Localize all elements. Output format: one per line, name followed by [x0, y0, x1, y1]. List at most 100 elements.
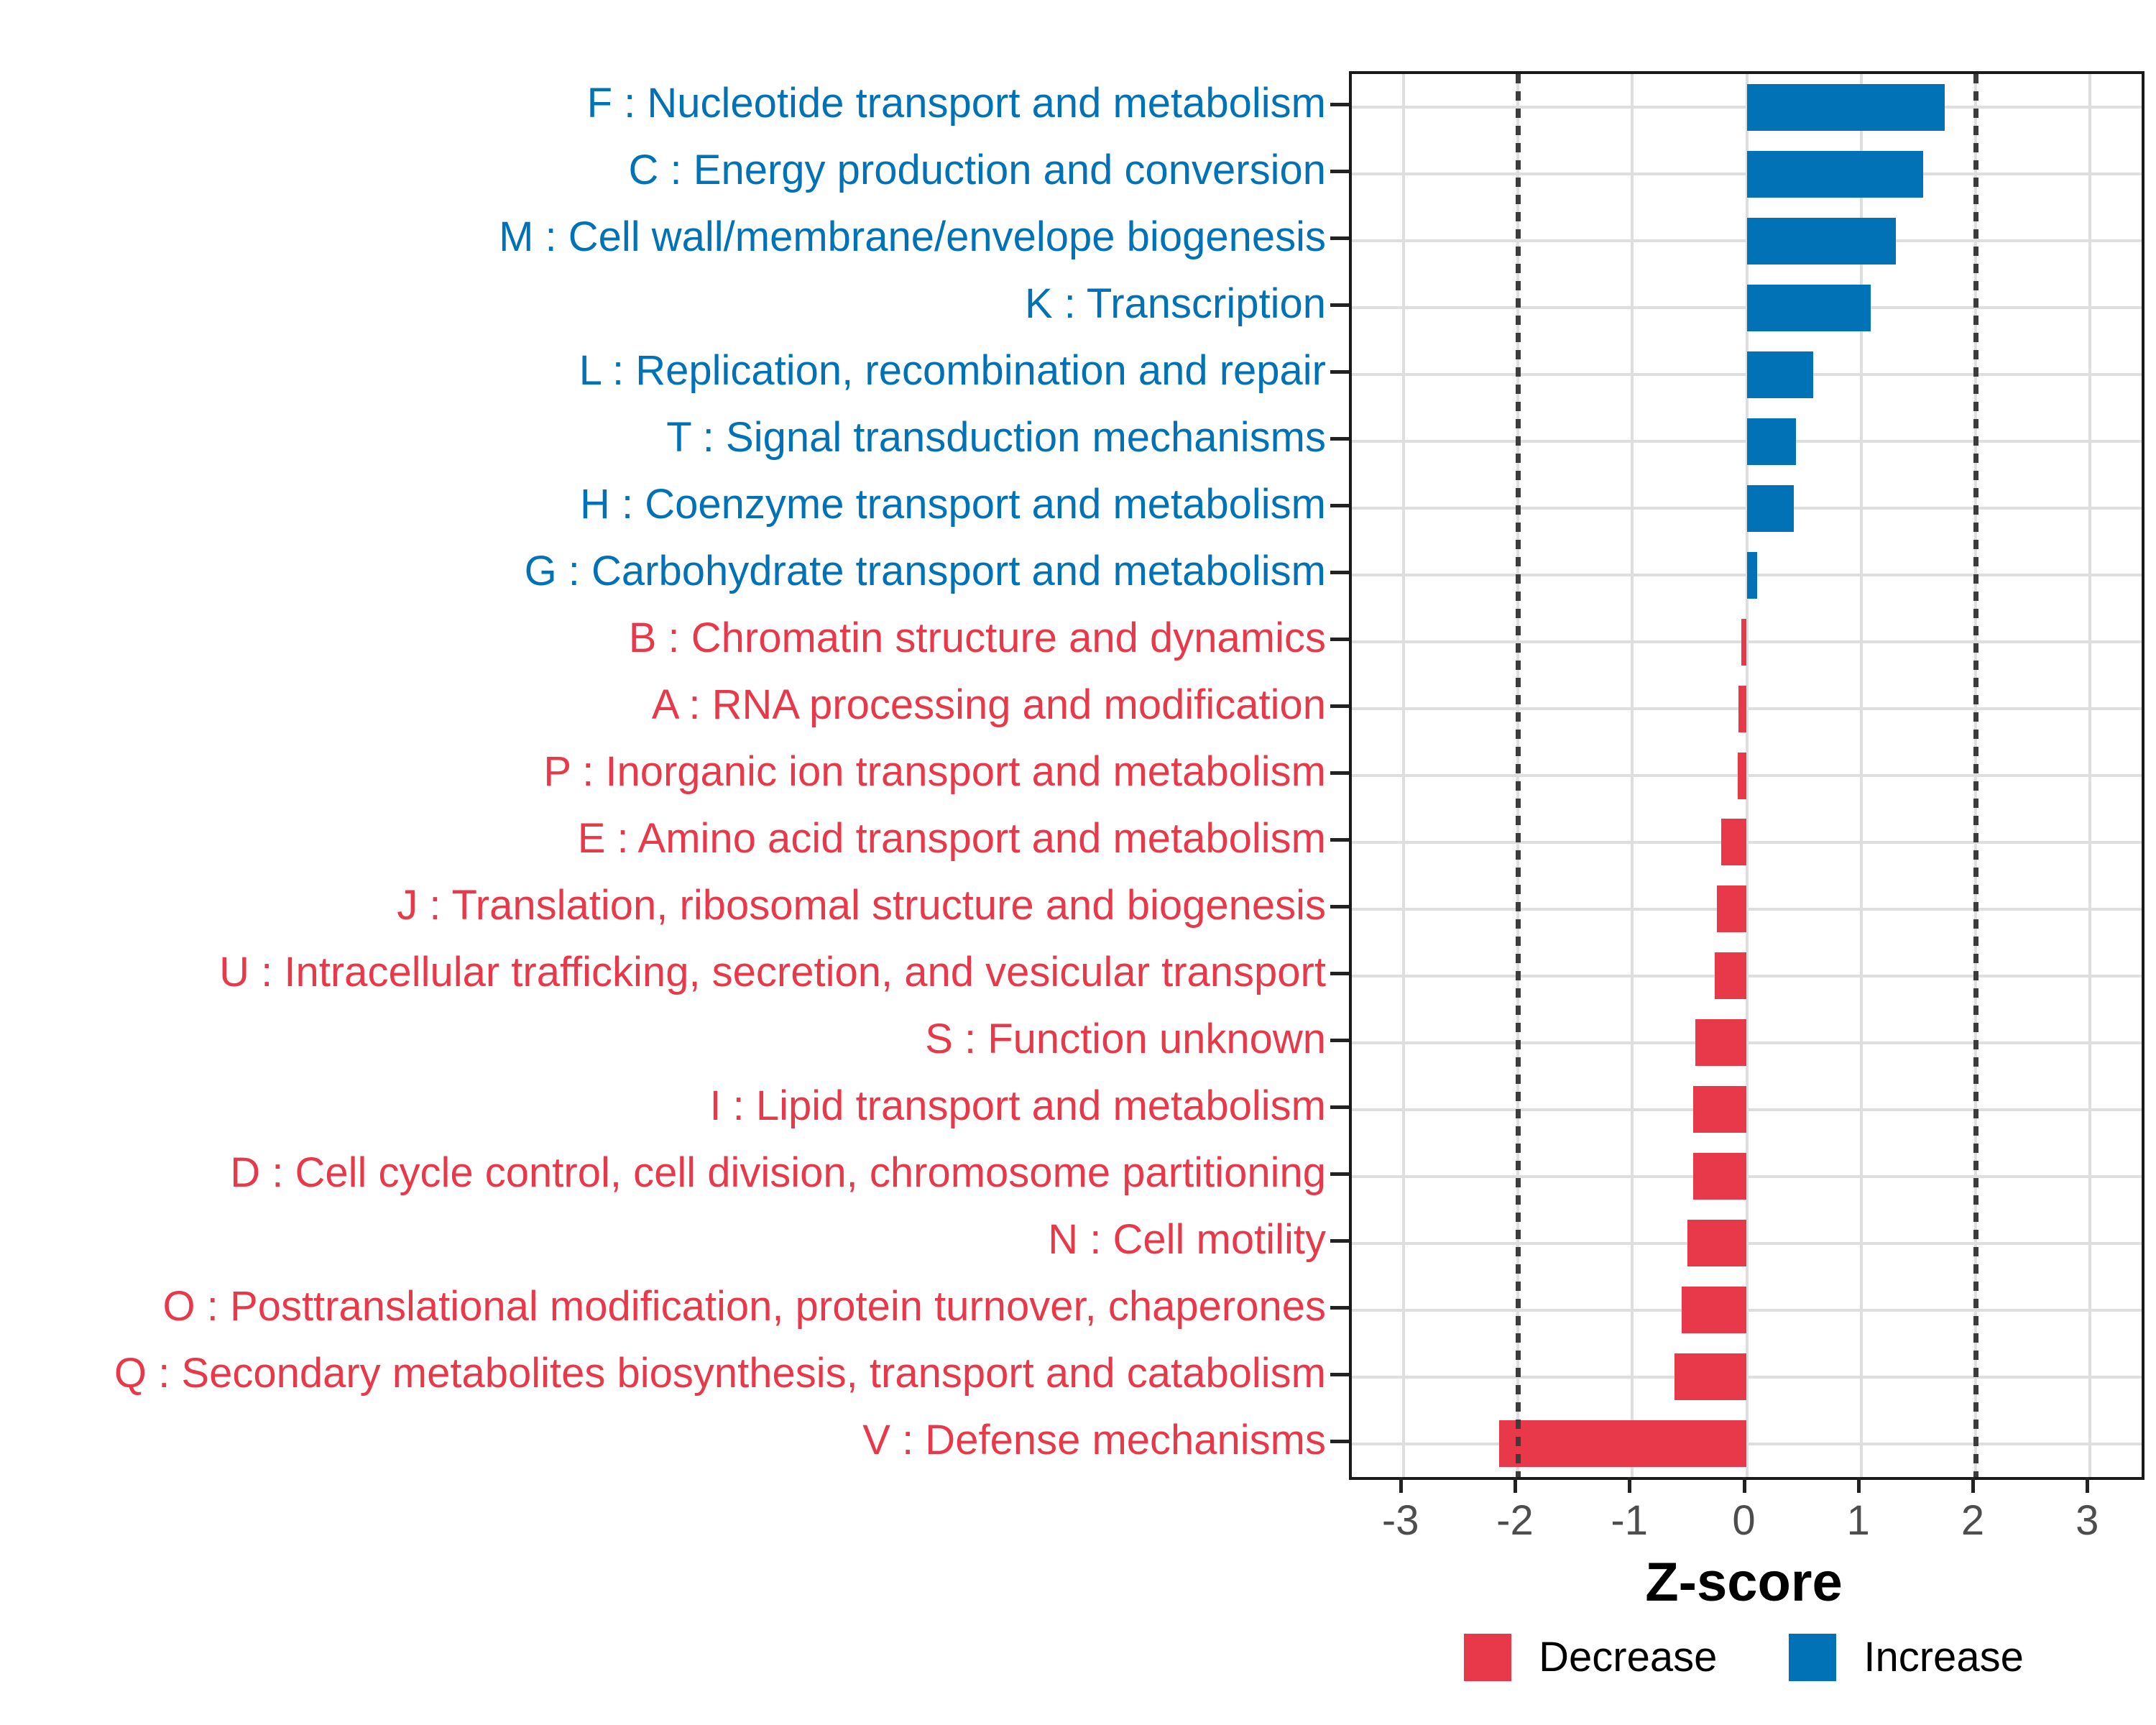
category-label-F: F : Nucleotide transport and metabolism	[586, 80, 1326, 127]
x-tick-3	[2086, 1477, 2090, 1493]
category-label-B: B : Chromatin structure and dynamics	[628, 614, 1326, 661]
x-tick-label-2: 2	[1961, 1497, 1985, 1544]
y-tick-O	[1330, 1305, 1349, 1310]
bar-V	[1499, 1420, 1747, 1468]
y-tick-H	[1330, 504, 1349, 508]
category-label-Q: Q : Secondary metabolites biosynthesis, …	[114, 1349, 1326, 1397]
bar-K	[1746, 284, 1871, 331]
category-label-T: T : Signal transduction mechanisms	[666, 414, 1326, 461]
category-label-K: K : Transcription	[1024, 280, 1326, 328]
gridline-y-S	[1352, 1041, 2142, 1044]
bar-T	[1746, 418, 1796, 465]
category-label-U: U : Intracellular trafficking, secretion…	[219, 948, 1326, 995]
y-tick-S	[1330, 1038, 1349, 1042]
y-tick-J	[1330, 904, 1349, 908]
y-tick-K	[1330, 303, 1349, 308]
gridline-y-D	[1352, 1174, 2142, 1178]
x-tick--1	[1628, 1477, 1632, 1493]
bar-A	[1738, 685, 1747, 732]
bar-E	[1721, 819, 1747, 866]
x-tick--2	[1513, 1477, 1517, 1493]
legend-label-decrease: Decrease	[1539, 1634, 1718, 1680]
legend: Decrease Increase	[1349, 1633, 2139, 1681]
x-axis-title: Z-score	[1645, 1552, 1843, 1613]
category-label-L: L : Replication, recombination and repai…	[579, 347, 1326, 395]
legend-swatch-decrease	[1464, 1633, 1512, 1681]
bar-S	[1695, 1019, 1747, 1067]
y-tick-V	[1330, 1439, 1349, 1443]
gridline-y-N	[1352, 1241, 2142, 1245]
bar-F	[1746, 83, 1945, 131]
y-tick-P	[1330, 771, 1349, 775]
bar-Q	[1674, 1353, 1747, 1401]
bar-P	[1737, 752, 1747, 799]
bar-D	[1692, 1153, 1747, 1200]
gridline-y-O	[1352, 1308, 2142, 1312]
dotted-reference-line--2	[1515, 74, 1521, 1477]
x-tick-label--1: -1	[1611, 1497, 1649, 1544]
y-tick-B	[1330, 638, 1349, 642]
bar-I	[1692, 1086, 1747, 1133]
y-tick-L	[1330, 370, 1349, 374]
category-label-N: N : Cell motility	[1048, 1215, 1326, 1263]
y-tick-C	[1330, 170, 1349, 174]
y-tick-A	[1330, 704, 1349, 709]
gridline-y-U	[1352, 974, 2142, 978]
y-tick-F	[1330, 103, 1349, 107]
bar-G	[1746, 551, 1757, 599]
category-label-A: A : RNA processing and modification	[651, 681, 1326, 728]
bar-C	[1746, 150, 1923, 198]
plot-panel	[1349, 71, 2145, 1480]
x-tick-2	[1971, 1477, 1976, 1493]
y-tick-M	[1330, 236, 1349, 241]
category-label-G: G : Carbohydrate transport and metabolis…	[524, 547, 1326, 594]
bar-N	[1687, 1220, 1747, 1267]
legend-item-increase: Increase	[1789, 1633, 2024, 1681]
category-label-H: H : Coenzyme transport and metabolism	[580, 481, 1326, 528]
x-tick-label--3: -3	[1381, 1497, 1419, 1544]
y-tick-G	[1330, 571, 1349, 575]
category-label-O: O : Posttranslational modification, prot…	[162, 1282, 1326, 1330]
bar-U	[1714, 952, 1747, 1000]
bar-H	[1746, 484, 1794, 532]
y-tick-Q	[1330, 1372, 1349, 1376]
gridline-y-A	[1352, 707, 2142, 711]
y-axis-ticks	[1330, 71, 1349, 1474]
gridline-y-Q	[1352, 1375, 2142, 1379]
category-label-D: D : Cell cycle control, cell division, c…	[230, 1149, 1326, 1196]
y-tick-N	[1330, 1238, 1349, 1243]
category-label-S: S : Function unknown	[925, 1015, 1326, 1062]
legend-label-increase: Increase	[1864, 1634, 2024, 1680]
y-axis-category-labels: F : Nucleotide transport and metabolism C…	[0, 71, 1326, 1474]
bar-J	[1717, 886, 1747, 933]
category-label-E: E : Amino acid transport and metabolism	[577, 814, 1326, 862]
gridline-y-J	[1352, 907, 2142, 911]
dotted-reference-line-2	[1973, 74, 1979, 1477]
bar-M	[1746, 217, 1896, 264]
bar-L	[1746, 351, 1813, 398]
x-tick-label-3: 3	[2076, 1497, 2099, 1544]
legend-item-decrease: Decrease	[1464, 1633, 1717, 1681]
legend-swatch-increase	[1789, 1633, 1837, 1681]
bar-B	[1741, 618, 1747, 666]
category-label-M: M : Cell wall/membrane/envelope biogenes…	[499, 213, 1326, 261]
category-label-C: C : Energy production and conversion	[628, 147, 1326, 194]
x-tick-label-1: 1	[1846, 1497, 1870, 1544]
x-axis-tick-labels: -3 -2 -1 0 1 2 3	[1349, 1496, 2139, 1548]
category-label-V: V : Defense mechanisms	[862, 1416, 1326, 1463]
x-tick--3	[1399, 1477, 1403, 1493]
x-tick-label-0: 0	[1732, 1497, 1756, 1544]
category-label-P: P : Inorganic ion transport and metaboli…	[543, 748, 1326, 795]
category-label-I: I : Lipid transport and metabolism	[709, 1082, 1326, 1129]
gridline-y-P	[1352, 774, 2142, 777]
gridline-y-E	[1352, 840, 2142, 844]
x-tick-1	[1856, 1477, 1861, 1493]
x-tick-label--2: -2	[1496, 1497, 1534, 1544]
gridline-y-I	[1352, 1108, 2142, 1111]
y-tick-E	[1330, 837, 1349, 842]
x-axis-ticks	[1349, 1477, 2139, 1494]
y-tick-U	[1330, 971, 1349, 975]
category-label-J: J : Translation, ribosomal structure and…	[397, 881, 1326, 929]
y-tick-I	[1330, 1105, 1349, 1109]
